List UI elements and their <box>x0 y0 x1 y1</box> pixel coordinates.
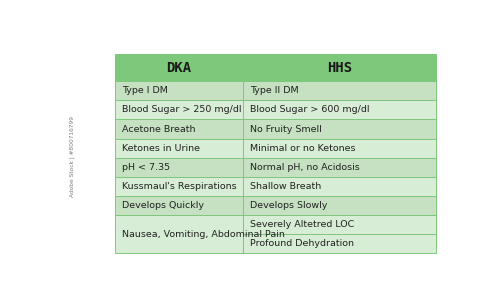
Text: Acetone Breath: Acetone Breath <box>122 124 196 134</box>
Text: Shallow Breath: Shallow Breath <box>250 182 322 191</box>
Text: No Fruity Smell: No Fruity Smell <box>250 124 322 134</box>
Text: DKA: DKA <box>166 61 192 75</box>
FancyBboxPatch shape <box>244 81 436 101</box>
FancyBboxPatch shape <box>115 55 244 81</box>
Text: Develops Quickly: Develops Quickly <box>122 201 204 210</box>
FancyBboxPatch shape <box>244 139 436 158</box>
Text: Nausea, Vomiting, Abdominal Pain: Nausea, Vomiting, Abdominal Pain <box>122 230 284 238</box>
FancyBboxPatch shape <box>115 139 244 158</box>
Text: HHS: HHS <box>328 61 352 75</box>
FancyBboxPatch shape <box>244 100 436 119</box>
Text: pH < 7.35: pH < 7.35 <box>122 163 170 172</box>
FancyBboxPatch shape <box>244 55 436 81</box>
FancyBboxPatch shape <box>115 215 244 253</box>
Text: Ketones in Urine: Ketones in Urine <box>122 144 200 153</box>
Text: Type II DM: Type II DM <box>250 86 299 95</box>
Text: Profound Dehydration: Profound Dehydration <box>250 239 354 248</box>
FancyBboxPatch shape <box>244 177 436 196</box>
Text: Type I DM: Type I DM <box>122 86 168 95</box>
Text: Normal pH, no Acidosis: Normal pH, no Acidosis <box>250 163 360 172</box>
Text: Minimal or no Ketones: Minimal or no Ketones <box>250 144 356 153</box>
FancyBboxPatch shape <box>115 196 244 215</box>
Text: Blood Sugar > 250 mg/dl: Blood Sugar > 250 mg/dl <box>122 105 242 114</box>
FancyBboxPatch shape <box>244 119 436 139</box>
Text: Develops Slowly: Develops Slowly <box>250 201 328 210</box>
FancyBboxPatch shape <box>115 158 244 177</box>
FancyBboxPatch shape <box>244 196 436 215</box>
Text: Severely Altetred LOC: Severely Altetred LOC <box>250 220 354 229</box>
Text: Blood Sugar > 600 mg/dl: Blood Sugar > 600 mg/dl <box>250 105 370 114</box>
FancyBboxPatch shape <box>244 215 436 234</box>
Text: Adobe Stock | #800716799: Adobe Stock | #800716799 <box>70 116 75 196</box>
Text: Kussmaul's Respirations: Kussmaul's Respirations <box>122 182 236 191</box>
FancyBboxPatch shape <box>244 234 436 253</box>
FancyBboxPatch shape <box>115 119 244 139</box>
FancyBboxPatch shape <box>115 100 244 119</box>
FancyBboxPatch shape <box>115 81 244 101</box>
FancyBboxPatch shape <box>244 158 436 177</box>
FancyBboxPatch shape <box>115 177 244 196</box>
